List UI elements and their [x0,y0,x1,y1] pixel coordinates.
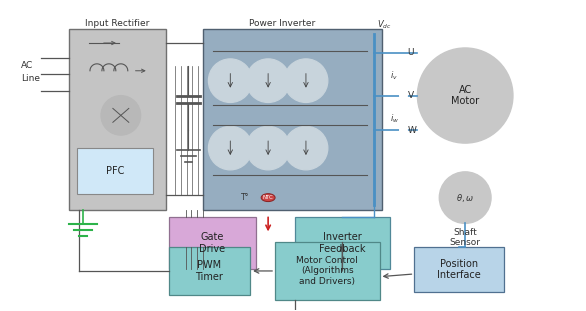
Text: $i_w$: $i_w$ [390,112,398,125]
Bar [295,217,390,269]
Text: PFC: PFC [105,166,124,176]
Text: W: W [407,126,416,135]
Circle shape [209,126,252,170]
Text: Position
Interface: Position Interface [437,259,481,280]
Text: AC
Motor: AC Motor [451,85,479,106]
Circle shape [400,91,407,100]
Bar [169,247,250,295]
Text: Gate
Drive: Gate Drive [199,232,226,254]
Circle shape [417,48,513,143]
Text: $\theta, \omega$: $\theta, \omega$ [456,192,474,204]
Text: Line: Line [21,74,40,83]
Bar [414,247,504,292]
Bar [203,29,381,210]
Circle shape [284,59,328,103]
Text: Shaft
Sensor: Shaft Sensor [449,228,481,247]
Text: $V_{dc}$: $V_{dc}$ [377,19,391,31]
Text: $i_v$: $i_v$ [390,69,397,82]
Text: Input Rectifier: Input Rectifier [85,19,149,28]
Circle shape [246,126,290,170]
Text: NTC: NTC [263,195,274,200]
Text: Motor Control
(Algorithms
and Drivers): Motor Control (Algorithms and Drivers) [297,256,358,286]
Bar [77,148,153,194]
Text: V: V [407,91,414,100]
Bar [69,29,166,210]
Text: PWM
Timer: PWM Timer [196,260,223,282]
Text: AC: AC [21,61,33,70]
Circle shape [209,59,252,103]
Circle shape [440,172,491,223]
Bar [275,242,380,300]
Circle shape [284,126,328,170]
Circle shape [400,126,407,134]
Text: U: U [407,49,414,58]
Ellipse shape [261,194,275,202]
Circle shape [101,95,141,135]
Text: Power Inverter: Power Inverter [250,19,316,28]
Bar [169,217,256,269]
Text: Inverter
Feedback: Inverter Feedback [319,232,366,254]
Circle shape [246,59,290,103]
Text: T°: T° [241,193,250,202]
